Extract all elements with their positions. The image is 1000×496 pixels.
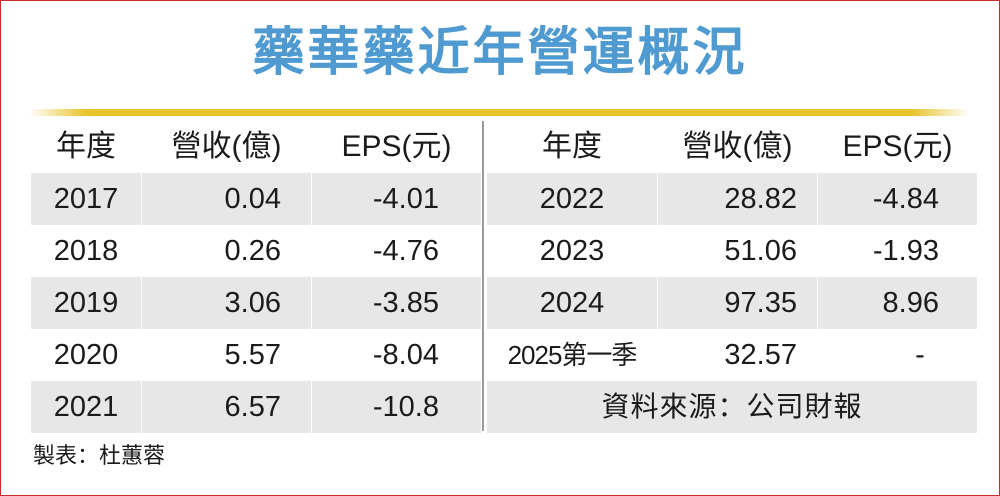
cell-eps: -4.01 (311, 173, 481, 225)
cell-year: 2024 (539, 287, 605, 319)
cell-eps: -4.84 (817, 173, 977, 225)
cell-revenue: 97.35 (657, 277, 817, 329)
cell-revenue: 0.26 (224, 235, 281, 267)
cell-eps: -1.93 (872, 235, 939, 267)
table-row: 2025第一季 32.57 - (487, 329, 977, 381)
table-row: 2018 0.26 -4.76 (31, 225, 481, 277)
cell-revenue: 32.57 (724, 339, 797, 371)
cell-eps: -8.04 (372, 339, 439, 371)
cell-year: 2023 (539, 235, 605, 267)
cell-year: 2017 (53, 183, 119, 215)
cell-eps: - (915, 339, 925, 371)
credit-note: 製表：杜蕙蓉 (33, 443, 166, 468)
cell-revenue: 3.06 (141, 277, 311, 329)
cell-revenue: 51.06 (724, 235, 797, 267)
cell-year: 2021 (53, 391, 119, 423)
table-header-row: 年度 營收(億) EPS(元) (31, 121, 481, 173)
cell-year: 2025第一季 (507, 340, 638, 370)
cell-eps: 8.96 (817, 277, 977, 329)
cell-year: 2020 (53, 339, 119, 371)
cell-year: 2019 (53, 287, 119, 319)
table-row: 2020 5.57 -8.04 (31, 329, 481, 381)
header-year: 年度 (542, 130, 602, 163)
header-year: 年度 (56, 130, 116, 163)
table-header-row: 年度 營收(億) EPS(元) (487, 121, 977, 173)
table-row: 2021 6.57 -10.8 (31, 381, 481, 433)
header-revenue: 營收(億) (141, 121, 311, 173)
cell-eps: -3.85 (311, 277, 481, 329)
table-row: 2024 97.35 8.96 (487, 277, 977, 329)
cell-revenue: 5.57 (224, 339, 281, 371)
cell-revenue: 0.04 (141, 173, 311, 225)
source-row: 資料來源：公司財報 (487, 381, 977, 433)
header-eps: EPS(元) (817, 121, 977, 173)
cell-year: 2018 (53, 235, 119, 267)
cell-eps: -10.8 (311, 381, 481, 433)
cell-year: 2022 (539, 183, 605, 215)
table-row: 2017 0.04 -4.01 (31, 173, 481, 225)
table-row: 2023 51.06 -1.93 (487, 225, 977, 277)
table-row: 2022 28.82 -4.84 (487, 173, 977, 225)
source-note: 資料來源：公司財報 (601, 391, 863, 422)
header-eps: EPS(元) (311, 121, 481, 173)
table-divider (482, 121, 484, 431)
header-revenue: 營收(億) (657, 121, 817, 173)
page-title: 藥華藥近年營運概況 (252, 23, 748, 83)
cell-revenue: 28.82 (657, 173, 817, 225)
cell-revenue: 6.57 (141, 381, 311, 433)
cell-eps: -4.76 (372, 235, 439, 267)
table-row: 2019 3.06 -3.85 (31, 277, 481, 329)
title-underline (29, 109, 969, 116)
